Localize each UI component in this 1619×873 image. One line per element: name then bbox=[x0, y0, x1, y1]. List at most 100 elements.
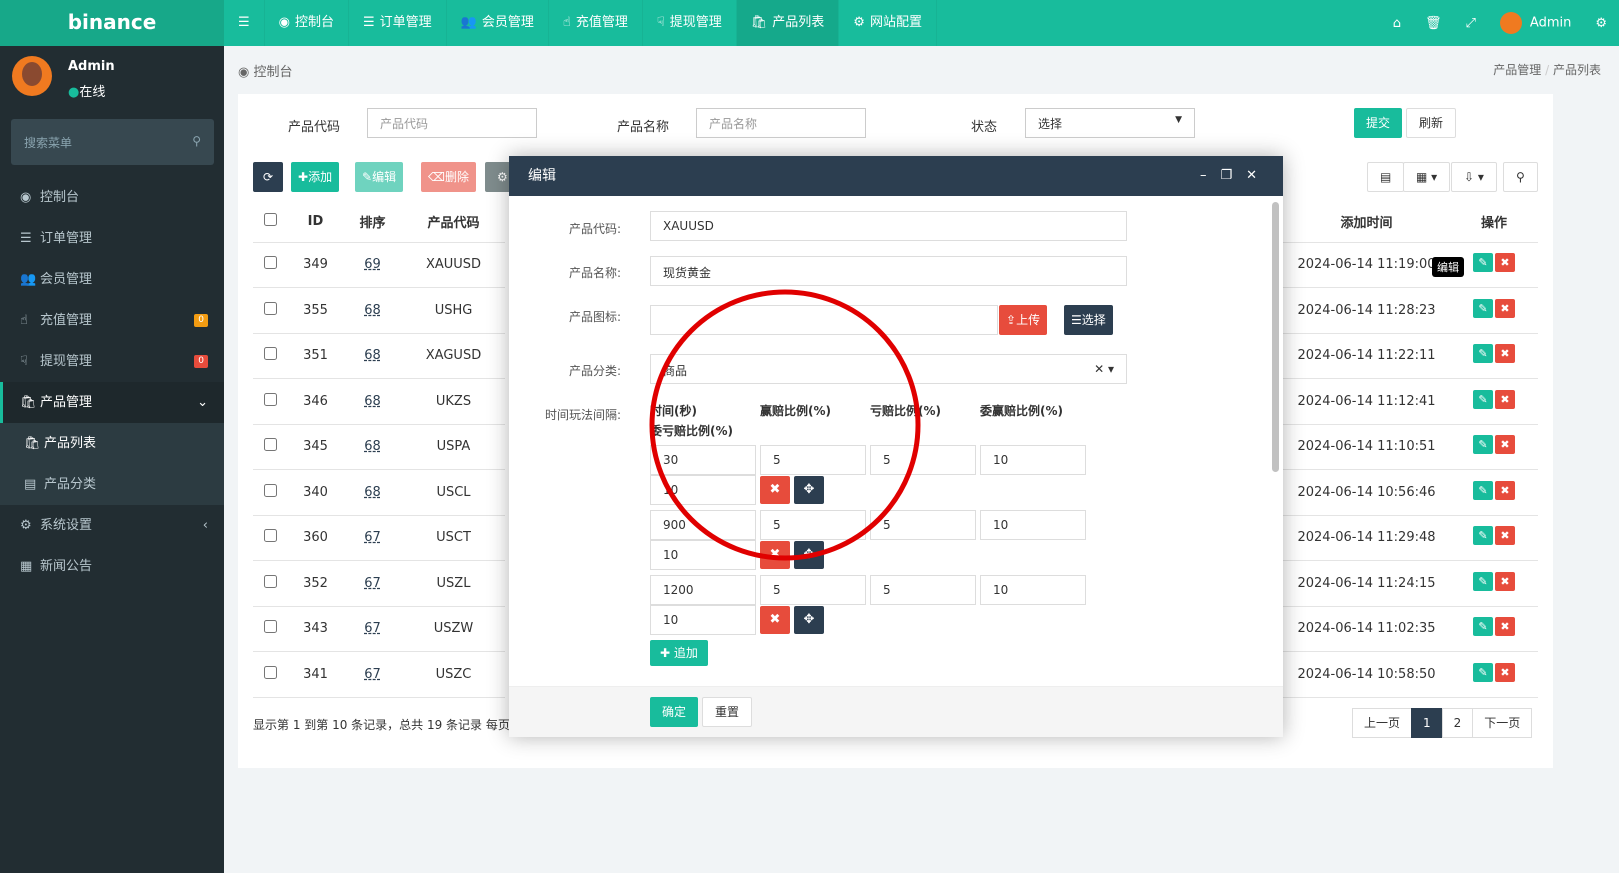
row-delete-button[interactable]: ✖ bbox=[1495, 571, 1515, 591]
row-checkbox[interactable] bbox=[264, 483, 277, 497]
add-button[interactable]: ✚添加 bbox=[291, 162, 340, 192]
row-delete-button[interactable]: ✖ bbox=[1495, 526, 1515, 546]
row-edit-button[interactable]: ✎ bbox=[1473, 253, 1493, 273]
user-menu[interactable]: Admin bbox=[1488, 12, 1583, 34]
interval-field[interactable]: 5 bbox=[870, 575, 976, 605]
refresh-button[interactable]: ⟳ bbox=[253, 162, 284, 192]
topnav-3[interactable]: ☝ 充值管理 bbox=[549, 0, 643, 46]
sidebar-item-7[interactable]: ▤ 产品分类 bbox=[0, 464, 224, 505]
sidebar-item-0[interactable]: ◉ 控制台 bbox=[0, 177, 224, 218]
next-page-button[interactable]: 下一页 bbox=[1472, 708, 1533, 738]
interval-field[interactable]: 5 bbox=[760, 510, 866, 540]
close-icon[interactable]: ✕ bbox=[1246, 168, 1271, 183]
row-checkbox[interactable] bbox=[264, 392, 277, 406]
sidebar-item-8[interactable]: ⚙ 系统设置 ‹ bbox=[0, 505, 224, 546]
topnav-2[interactable]: 👥 会员管理 bbox=[447, 0, 549, 46]
row-checkbox[interactable] bbox=[264, 665, 277, 679]
delete-button[interactable]: ⌫删除 bbox=[421, 162, 476, 192]
row-edit-button[interactable]: ✎ bbox=[1473, 298, 1493, 318]
fullscreen-icon[interactable]: ⤢ bbox=[1465, 15, 1476, 31]
row-edit-button[interactable]: ✎ bbox=[1473, 662, 1493, 682]
filter-status-select[interactable]: 选择 ▼ bbox=[1025, 108, 1195, 138]
upload-button[interactable]: ⇪上传 bbox=[999, 305, 1048, 335]
row-delete-button[interactable]: ✖ bbox=[1495, 298, 1515, 318]
sidebar-item-4[interactable]: ☟ 提现管理 0 bbox=[0, 341, 224, 382]
confirm-button[interactable]: 确定 bbox=[650, 697, 699, 727]
product-icon-field[interactable] bbox=[650, 305, 998, 335]
columns-button[interactable]: ▦ ▾ bbox=[1403, 162, 1451, 192]
menu-search-input[interactable]: 搜索菜单 ⚲ bbox=[11, 119, 214, 165]
modal-reset-button[interactable]: 重置 bbox=[702, 697, 753, 727]
sort-editable[interactable]: 68 bbox=[364, 484, 381, 500]
row-delete-button[interactable]: ✖ bbox=[1495, 480, 1515, 500]
row-checkbox[interactable] bbox=[264, 620, 277, 634]
search-toggle-button[interactable]: ⚲ bbox=[1503, 162, 1538, 192]
row-checkbox[interactable] bbox=[264, 256, 277, 270]
sidebar-item-3[interactable]: ☝ 充值管理 0 bbox=[0, 300, 224, 341]
product-name-field[interactable]: 现货黄金 bbox=[650, 256, 1127, 286]
append-button[interactable]: ✚ 追加 bbox=[650, 640, 708, 666]
drag-handle[interactable]: ✥ bbox=[794, 476, 824, 504]
sort-editable[interactable]: 67 bbox=[364, 621, 381, 637]
interval-field[interactable]: 10 bbox=[650, 605, 756, 635]
select-all-checkbox[interactable] bbox=[264, 213, 277, 227]
interval-field[interactable]: 5 bbox=[760, 575, 866, 605]
row-checkbox[interactable] bbox=[264, 438, 277, 452]
filter-code-input[interactable]: 产品代码 bbox=[367, 108, 537, 138]
row-edit-button[interactable]: ✎ bbox=[1473, 389, 1493, 409]
row-checkbox[interactable] bbox=[264, 347, 277, 361]
breadcrumb-home[interactable]: ◉ 控制台 bbox=[238, 65, 293, 80]
row-delete-button[interactable]: ✖ bbox=[1495, 617, 1515, 637]
sidebar-item-5[interactable]: 🛍 产品管理 ⌄ bbox=[0, 382, 224, 423]
topnav-5[interactable]: 🛍 产品列表 bbox=[736, 0, 840, 46]
sort-editable[interactable]: 67 bbox=[364, 666, 381, 682]
topnav-0[interactable]: ◉ 控制台 bbox=[265, 0, 350, 46]
row-checkbox[interactable] bbox=[264, 529, 277, 543]
interval-field[interactable]: 10 bbox=[980, 575, 1086, 605]
product-code-field[interactable]: XAUUSD bbox=[650, 211, 1127, 241]
page-1-button[interactable]: 1 bbox=[1411, 708, 1443, 738]
toggle-view-button[interactable]: ▤ bbox=[1367, 162, 1405, 192]
sort-editable[interactable]: 68 bbox=[364, 393, 381, 409]
interval-field[interactable]: 30 bbox=[650, 445, 756, 475]
sort-editable[interactable]: 67 bbox=[364, 530, 381, 546]
row-edit-button[interactable]: ✎ bbox=[1473, 526, 1493, 546]
remove-row-button[interactable]: ✖ bbox=[760, 476, 790, 504]
interval-field[interactable]: 5 bbox=[760, 445, 866, 475]
modal-scrollbar[interactable] bbox=[1272, 202, 1279, 472]
row-edit-button[interactable]: ✎ bbox=[1473, 480, 1493, 500]
prev-page-button[interactable]: 上一页 bbox=[1352, 708, 1413, 738]
remove-row-button[interactable]: ✖ bbox=[760, 606, 790, 634]
sidebar-toggle-button[interactable]: ☰ bbox=[224, 0, 265, 46]
filter-name-input[interactable]: 产品名称 bbox=[696, 108, 866, 138]
remove-row-button[interactable]: ✖ bbox=[760, 541, 790, 569]
interval-field[interactable]: 900 bbox=[650, 510, 756, 540]
sort-editable[interactable]: 67 bbox=[364, 575, 381, 591]
sort-editable[interactable]: 68 bbox=[364, 302, 381, 318]
row-edit-button[interactable]: ✎ bbox=[1473, 435, 1493, 455]
submit-button[interactable]: 提交 bbox=[1354, 108, 1403, 138]
trash-icon[interactable]: 🗑 bbox=[1424, 15, 1442, 31]
sidebar-item-1[interactable]: ☰ 订单管理 bbox=[0, 218, 224, 259]
sort-editable[interactable]: 68 bbox=[364, 439, 381, 455]
row-delete-button[interactable]: ✖ bbox=[1495, 389, 1515, 409]
topnav-6[interactable]: ⚙ 网站配置 bbox=[839, 0, 937, 46]
row-edit-button[interactable]: ✎ bbox=[1473, 617, 1493, 637]
interval-field[interactable]: 5 bbox=[870, 510, 976, 540]
home-icon[interactable]: ⌂ bbox=[1392, 15, 1401, 31]
brand-logo[interactable]: binance bbox=[0, 0, 224, 46]
sidebar-item-2[interactable]: 👥 会员管理 bbox=[0, 259, 224, 300]
settings-icon[interactable]: ⚙ bbox=[1595, 15, 1607, 31]
drag-handle[interactable]: ✥ bbox=[794, 541, 824, 569]
topnav-4[interactable]: ☟ 提现管理 bbox=[643, 0, 737, 46]
row-checkbox[interactable] bbox=[264, 574, 277, 588]
interval-field[interactable]: 1200 bbox=[650, 575, 756, 605]
interval-field[interactable]: 10 bbox=[980, 445, 1086, 475]
interval-field[interactable]: 10 bbox=[980, 510, 1086, 540]
interval-field[interactable]: 10 bbox=[650, 475, 756, 505]
sort-editable[interactable]: 69 bbox=[364, 257, 381, 273]
reset-button[interactable]: 刷新 bbox=[1406, 108, 1457, 138]
choose-button[interactable]: ☰选择 bbox=[1064, 305, 1113, 335]
sort-editable[interactable]: 68 bbox=[364, 348, 381, 364]
category-select[interactable]: 商品 ✕ ▾ bbox=[650, 354, 1127, 384]
